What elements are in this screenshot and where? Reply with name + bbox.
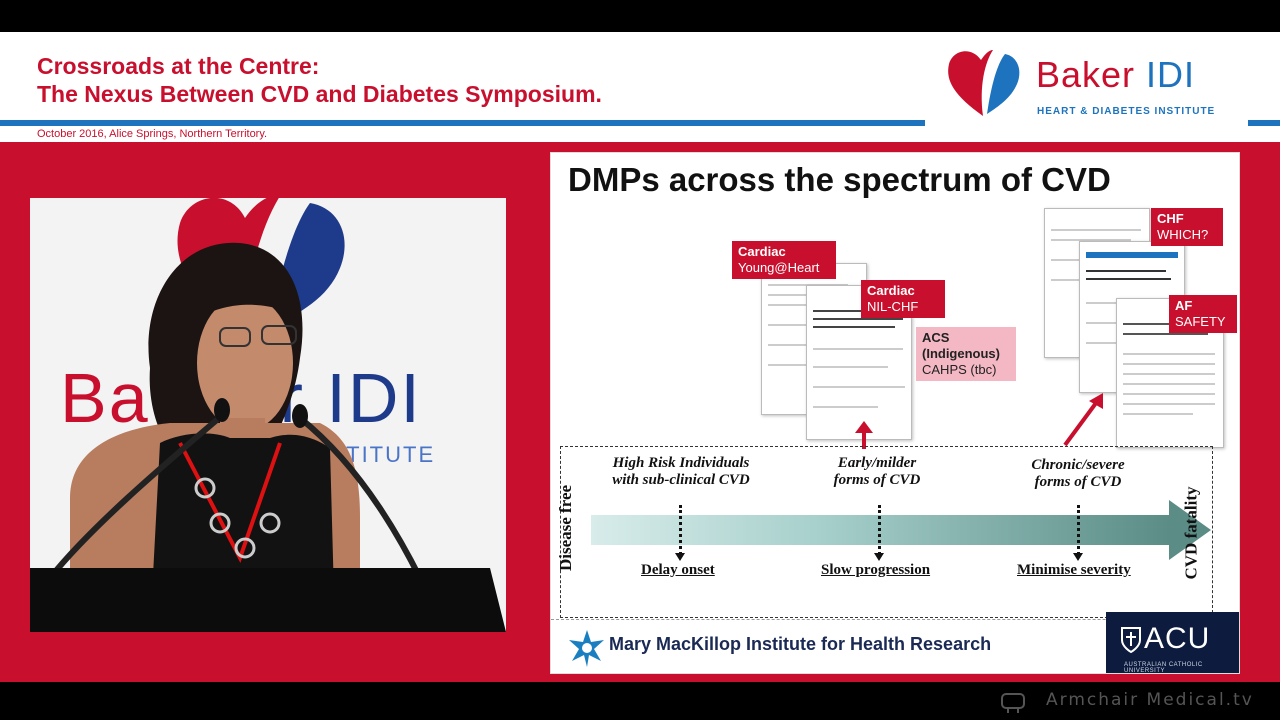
tag-chf-which: CHF WHICH? [1151,208,1223,246]
mackillop-institute-name: Mary MacKillop Institute for Health Rese… [609,634,992,654]
right-axis-label: CVD fatality [1181,486,1201,580]
acu-shield-icon [1121,627,1141,654]
spectrum-frame [560,446,1213,618]
diagonal-arrow-icon [1063,393,1103,447]
stage-early-milder: Early/milder forms of CVD [833,455,921,488]
up-arrow-icon [855,421,873,449]
event-title-line2: The Nexus Between CVD and Diabetes Sympo… [37,81,602,107]
spectrum-arrow-head [1169,500,1211,560]
watermark: Armchair Medical.tv [1046,690,1254,710]
action-minimise-severity: Minimise severity [1017,562,1131,578]
bottom-letterbox [0,682,1280,720]
stage-high-risk: High Risk Individuals with sub-clinical C… [612,455,750,488]
presentation-slide[interactable]: DMPs across the spectrum of CVD [550,152,1240,674]
armchair-medical-logo-icon [1001,693,1025,713]
tag-af-safety: AF SAFETY [1169,295,1237,333]
tag-cardiac-young-heart: Cardiac Young@Heart [732,241,836,279]
action-slow-progression: Slow progression [821,562,931,578]
dotted-arrow-icon [675,505,685,561]
speaker-figure [30,242,506,632]
tag-cardiac-nil-chf: Cardiac NIL-CHF [861,280,945,318]
action-delay-onset: Delay onset [641,562,715,578]
left-axis-label: Disease free [556,484,576,572]
speaker-video[interactable]: Bar IDI ES INSTITUTE [30,198,506,632]
event-subtitle: October 2016, Alice Springs, Northern Te… [37,128,268,140]
slide-diagram: Cardiac Young@Heart Cardiac NIL-CHF ACS (In… [551,153,1239,674]
event-title: Crossroads at the Centre: The Nexus Betw… [37,52,602,108]
tag-acs-cahps: ACS (Indigenous) CAHPS (tbc) [916,327,1016,381]
event-title-line1: Crossroads at the Centre: [37,53,320,79]
acu-tagline: AUSTRALIAN CATHOLIC UNIVERSITY [1124,662,1203,674]
top-letterbox [0,0,1280,32]
stage-chronic-severe: Chronic/severe forms of CVD [1031,457,1125,490]
baker-idi-tagline: HEART & DIABETES INSTITUTE [1037,106,1216,117]
dotted-arrow-icon [1073,505,1083,561]
header-divider-left [0,120,925,126]
header-divider-right [1248,120,1280,126]
acu-wordmark: ACU [1144,622,1211,655]
mackillop-star-icon [569,630,604,667]
dotted-arrow-icon [874,505,884,561]
baker-idi-logo: Baker IDI HEART & DIABETES INSTITUTE [945,46,1235,121]
acu-logo: ACU AUSTRALIAN CATHOLIC UNIVERSITY [1106,612,1239,674]
slide-title: DMPs across the spectrum of CVD [568,161,1111,198]
event-header: Crossroads at the Centre: The Nexus Betw… [0,32,1280,142]
spectrum-arrow-band [591,515,1171,545]
red-arrows [855,393,1103,449]
heart-logo-icon [948,50,1020,116]
baker-idi-wordmark: Baker IDI [1036,54,1196,95]
